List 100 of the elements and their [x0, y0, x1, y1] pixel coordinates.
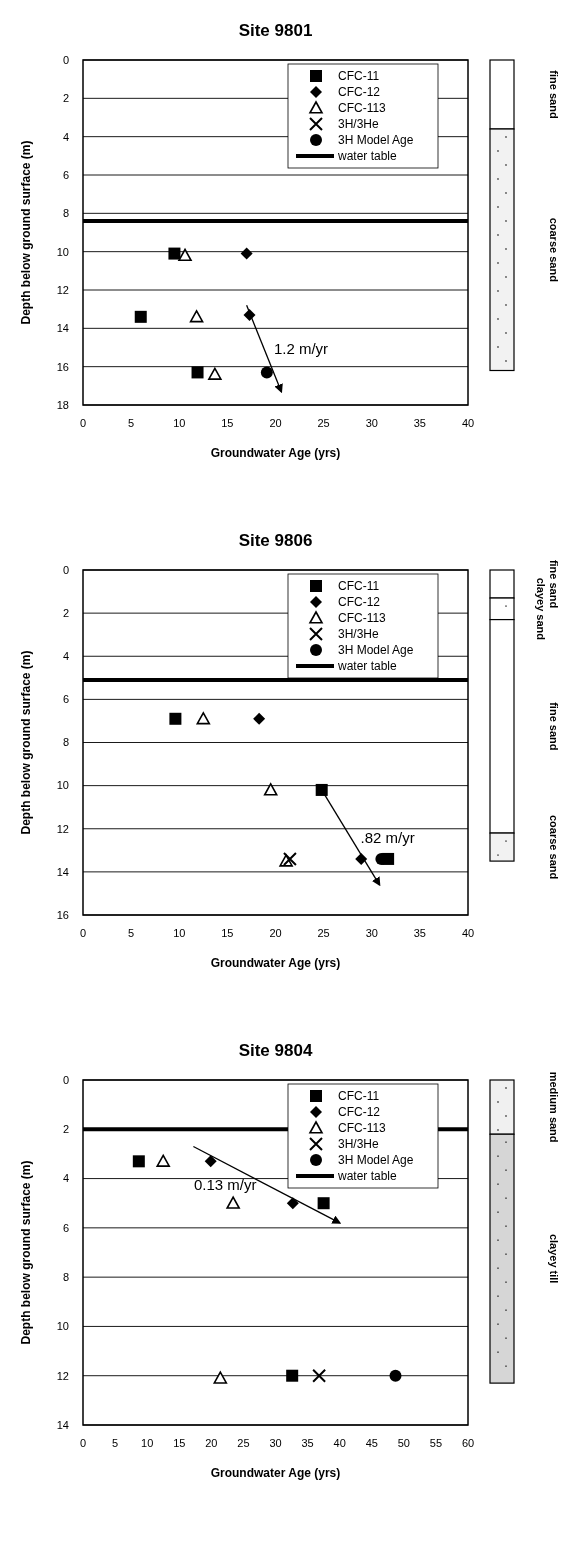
- x-tick-label: 15: [221, 927, 234, 939]
- x-axis-title: Groundwater Age (yrs): [210, 446, 341, 460]
- legend-label: 3H Model Age: [338, 133, 414, 148]
- y-tick-label: 4: [62, 1172, 69, 1185]
- point: [156, 1154, 171, 1167]
- x-tick-label: 40: [333, 1437, 346, 1449]
- y-tick-label: 2: [62, 606, 69, 619]
- point: [178, 248, 192, 262]
- x-tick-label: 20: [205, 1437, 218, 1449]
- point: [132, 1155, 145, 1168]
- x-tick-label: 15: [221, 417, 234, 429]
- point: [286, 1197, 299, 1210]
- x-tick-label: 10: [141, 1437, 154, 1449]
- x-tick-label: 10: [173, 417, 186, 429]
- point: [196, 711, 211, 725]
- x-tick-label: 30: [365, 417, 378, 429]
- y-tick-label: 8: [62, 207, 69, 220]
- x-tick-label: 35: [413, 927, 426, 939]
- y-tick-label: 14: [56, 1418, 69, 1431]
- annotation: .82 m/yr: [360, 828, 415, 846]
- point: [315, 783, 328, 796]
- point: [282, 851, 297, 866]
- x-tick-label: 25: [317, 927, 330, 939]
- y-axis-title: Depth below ground surface (m): [19, 1160, 33, 1345]
- y-tick-label: 2: [62, 1123, 69, 1136]
- text: clayey sand: [535, 577, 547, 640]
- x-axis-title: Groundwater Age (yrs): [210, 1466, 341, 1480]
- x-tick-label: 5: [128, 417, 135, 429]
- legend-label: CFC-12: [338, 595, 381, 610]
- y-axis-title: Depth below ground surface (m): [19, 650, 33, 835]
- text: fine sand: [548, 559, 560, 609]
- point: [168, 247, 181, 260]
- y-tick-label: 14: [56, 865, 69, 878]
- y-tick-label: 12: [56, 822, 69, 835]
- legend-label: CFC-113: [338, 611, 387, 626]
- x-tick-label: 25: [237, 1437, 250, 1449]
- y-tick-label: 4: [62, 130, 69, 143]
- text: coarse sand: [548, 814, 560, 880]
- legend-label: 3H Model Age: [338, 1153, 414, 1168]
- point: [204, 1155, 217, 1168]
- y-tick-label: 6: [62, 168, 69, 181]
- point: [263, 783, 278, 796]
- x-tick-label: 0: [79, 1437, 87, 1449]
- text: fine sand: [548, 70, 560, 119]
- y-tick-label: 8: [62, 736, 69, 749]
- x-tick-label: 40: [461, 927, 475, 939]
- x-tick-label: 45: [365, 1437, 378, 1449]
- x-tick-label: 30: [269, 1437, 282, 1449]
- x-tick-label: 55: [429, 1437, 443, 1449]
- x-tick-label: 10: [173, 927, 186, 939]
- y-tick-label: 4: [62, 650, 69, 663]
- y-tick-label: 0: [62, 1073, 69, 1086]
- y-tick-label: 10: [56, 779, 69, 792]
- x-tick-label: 20: [269, 927, 282, 939]
- y-tick-label: 10: [56, 1320, 69, 1333]
- legend-label: CFC-113: [338, 1121, 387, 1136]
- y-tick-label: 16: [56, 360, 69, 373]
- x-tick-label: 5: [112, 1437, 119, 1449]
- x-tick-label: 20: [269, 417, 282, 429]
- point: [317, 1197, 330, 1210]
- legend-label: 3H/3He: [338, 1137, 380, 1152]
- chart-title: Site 9806: [238, 531, 313, 550]
- point: [213, 1371, 228, 1384]
- point: [240, 247, 253, 260]
- annotation: 1.2 m/yr: [273, 339, 329, 357]
- y-tick-label: 14: [56, 322, 69, 335]
- x-tick-label: 35: [413, 417, 426, 429]
- legend-label: water table: [337, 149, 398, 164]
- legend-label: CFC-11: [338, 69, 380, 84]
- x-tick-label: 0: [79, 417, 87, 429]
- y-tick-label: 16: [56, 908, 69, 921]
- point: [260, 366, 273, 379]
- chart-title: Site 9801: [238, 21, 313, 40]
- x-tick-label: 15: [173, 1437, 186, 1449]
- text: medium sand: [548, 1071, 560, 1143]
- x-axis-title: Groundwater Age (yrs): [210, 956, 341, 970]
- legend-label: CFC-12: [338, 1105, 381, 1120]
- y-tick-label: 6: [62, 1221, 69, 1234]
- x-tick-label: 25: [317, 417, 330, 429]
- y-tick-label: 12: [56, 283, 69, 296]
- x-tick-label: 50: [397, 1437, 410, 1449]
- legend-label: 3H Model Age: [338, 643, 414, 658]
- y-tick-label: 12: [56, 1369, 69, 1382]
- legend-label: CFC-113: [338, 101, 387, 116]
- text: fine sand: [548, 702, 560, 751]
- x-tick-label: 60: [461, 1437, 475, 1449]
- y-tick-label: 2: [62, 92, 69, 105]
- chart-title: Site 9804: [238, 1041, 313, 1060]
- legend-label: water table: [337, 1169, 398, 1184]
- y-tick-label: 8: [62, 1270, 69, 1283]
- legend-label: 3H/3He: [338, 117, 380, 132]
- legend-label: water table: [337, 659, 398, 674]
- y-tick-label: 18: [56, 398, 69, 411]
- y-axis-title: Depth below ground surface (m): [19, 140, 33, 325]
- point: [389, 1369, 402, 1382]
- text: coarse sand: [548, 217, 560, 282]
- x-tick-label: 5: [128, 927, 135, 939]
- x-tick-label: 30: [365, 927, 378, 939]
- point: [134, 310, 147, 323]
- point: [226, 1196, 240, 1209]
